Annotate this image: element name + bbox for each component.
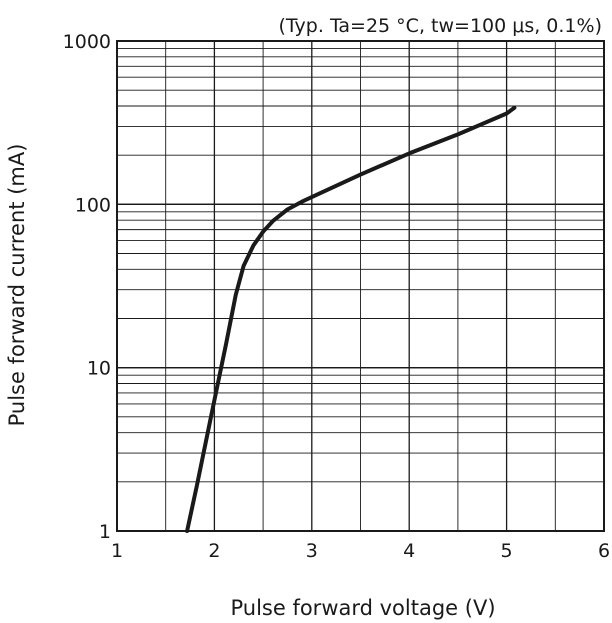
x-tick-label: 5 xyxy=(501,540,513,562)
conditions-annotation: (Typ. Ta=25 °C, tw=100 μs, 0.1%) xyxy=(279,15,603,37)
y-axis-label: Pulse forward current (mA) xyxy=(5,144,29,427)
x-tick-label: 2 xyxy=(208,540,220,562)
y-tick-label: 100 xyxy=(75,194,111,216)
x-tick-label: 1 xyxy=(111,540,123,562)
grid xyxy=(116,40,605,532)
x-axis-label: Pulse forward voltage (V) xyxy=(230,596,495,620)
plot-frame xyxy=(116,40,605,532)
x-tick-labels: 1 2 3 4 5 6 xyxy=(111,540,610,562)
x-tick-label: 4 xyxy=(403,540,415,562)
y-tick-label: 1000 xyxy=(63,31,111,53)
x-tick-label: 6 xyxy=(598,540,610,562)
y-tick-label: 1 xyxy=(99,521,111,543)
y-tick-label: 10 xyxy=(87,358,111,380)
x-tick-label: 3 xyxy=(306,540,318,562)
y-tick-labels: 1 10 100 1000 xyxy=(63,31,111,543)
series-line xyxy=(185,105,517,533)
